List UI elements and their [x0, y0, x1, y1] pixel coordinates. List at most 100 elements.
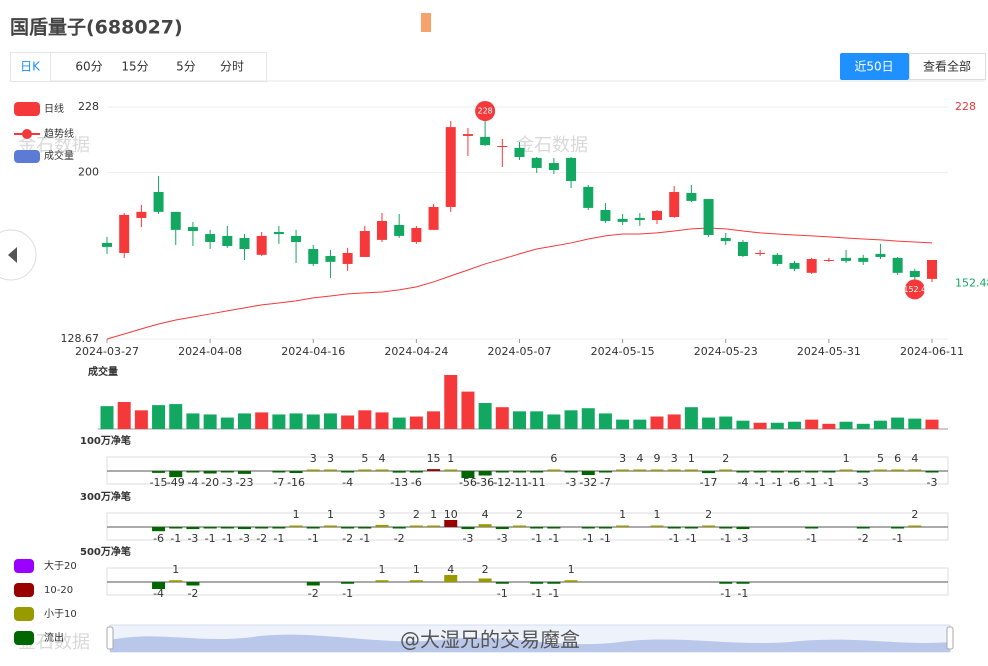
flow-bar: [220, 527, 234, 529]
prev-button[interactable]: [0, 229, 37, 281]
legend-label: 大于20: [44, 559, 77, 572]
flow-bar: [409, 525, 423, 527]
range-button-active[interactable]: [840, 53, 909, 80]
flow-bar: [564, 471, 578, 473]
range-button[interactable]: 查看全部: [923, 59, 971, 74]
watermark: @大湿兄的交易魔盒: [400, 628, 580, 652]
flow-bar: [856, 527, 870, 529]
candle-body: [308, 249, 319, 264]
volume-bar: [169, 404, 183, 429]
trend-line: [106, 227, 933, 340]
volume-bar: [805, 419, 819, 429]
flow-label: 1: [413, 563, 420, 576]
flow-bar: [719, 469, 733, 471]
flow-label: 5: [361, 452, 368, 465]
flow-bar: [547, 582, 561, 584]
flow-bar: [581, 471, 595, 475]
flow-bar: [169, 580, 183, 582]
flow-bar: [702, 525, 716, 527]
flow-bar: [392, 527, 406, 529]
flow-label: 3: [671, 452, 678, 465]
flow-label: -1: [892, 532, 903, 545]
candle-body: [737, 242, 748, 257]
tab[interactable]: 15分: [121, 60, 148, 74]
candle-body: [239, 238, 250, 250]
watermark: 金石数据: [18, 632, 90, 653]
flow-bar: [633, 469, 647, 471]
high-marker: [475, 101, 496, 121]
right-label: 152.48: [955, 276, 988, 289]
flow-bar: [358, 469, 372, 471]
tab[interactable]: 60分: [75, 60, 102, 74]
flow-label: -2: [308, 587, 319, 600]
flow-label: -1: [497, 587, 508, 600]
flow-label: 6: [894, 452, 901, 465]
flow-bar: [392, 471, 406, 473]
volume-bar: [306, 414, 320, 429]
candle-body: [377, 220, 387, 240]
range-button[interactable]: 近50日: [854, 60, 893, 74]
flow-label: 3: [619, 452, 626, 465]
flow-label: 2: [482, 563, 489, 576]
flow-label: -4: [153, 587, 164, 600]
tab[interactable]: 5分: [176, 60, 196, 74]
navigator-handle[interactable]: [106, 626, 114, 650]
candle-body: [531, 157, 542, 168]
flow-bar: [805, 527, 819, 529]
high-marker-label: 228: [477, 107, 492, 116]
legend-label: 趋势线: [44, 127, 74, 140]
flow-bar: [427, 525, 441, 527]
watermark: 金石数据: [516, 135, 588, 156]
flow-label: -20: [201, 476, 219, 489]
flow-label: 6: [550, 452, 557, 465]
candle-body: [170, 211, 181, 230]
candle-body: [462, 134, 473, 136]
flow-bar: [530, 582, 544, 584]
flow-bar: [581, 527, 595, 529]
flow-label: 3: [379, 508, 386, 521]
candle-body: [187, 227, 198, 232]
flow-label: -3: [462, 532, 473, 545]
x-tick-label: 2024-04-24: [384, 345, 448, 358]
x-tick-label: 2024-05-23: [694, 345, 758, 358]
flow-label: -3: [239, 532, 250, 545]
flow-label: -3: [497, 532, 508, 545]
y-tick-label: 228: [78, 100, 99, 113]
flow-label: -16: [287, 476, 305, 489]
flow-label: -56: [459, 476, 477, 489]
flow-bar: [323, 525, 337, 527]
volume-bar: [392, 417, 406, 429]
flow-label: -32: [579, 476, 597, 489]
candle-body: [411, 227, 422, 243]
legend-swatch: [14, 607, 34, 621]
flow-bar: [495, 527, 509, 530]
flow-bar: [306, 469, 320, 471]
tab[interactable]: 分时: [220, 60, 244, 74]
flow-bar: [719, 582, 733, 584]
flow-label: -3: [222, 476, 233, 489]
flow-label: -1: [686, 532, 697, 545]
flow-bar: [684, 527, 698, 529]
flow-bar: [891, 527, 905, 529]
flow-label: -2: [187, 587, 198, 600]
flow-label: 1: [447, 452, 454, 465]
flow-bar: [358, 527, 372, 529]
tab[interactable]: 日K: [20, 60, 41, 74]
indicator: [421, 13, 431, 32]
legend-swatch: [14, 583, 34, 597]
candle-body: [497, 146, 508, 148]
navigator-handle[interactable]: [946, 626, 954, 650]
flow-bar: [530, 471, 544, 473]
volume-bar: [770, 422, 784, 429]
flow-bar: [513, 471, 526, 473]
flow-label: 4: [911, 452, 918, 465]
flow-label: 2: [911, 508, 918, 521]
flow-bar: [736, 527, 750, 530]
flow-bar: [186, 471, 200, 473]
flow-label: -1: [755, 476, 766, 489]
flow-label: -1: [342, 587, 353, 600]
flow-bar: [152, 582, 166, 589]
flow-label: 1: [654, 508, 661, 521]
flow-bar: [409, 580, 423, 582]
range-button-bg[interactable]: [909, 53, 986, 80]
